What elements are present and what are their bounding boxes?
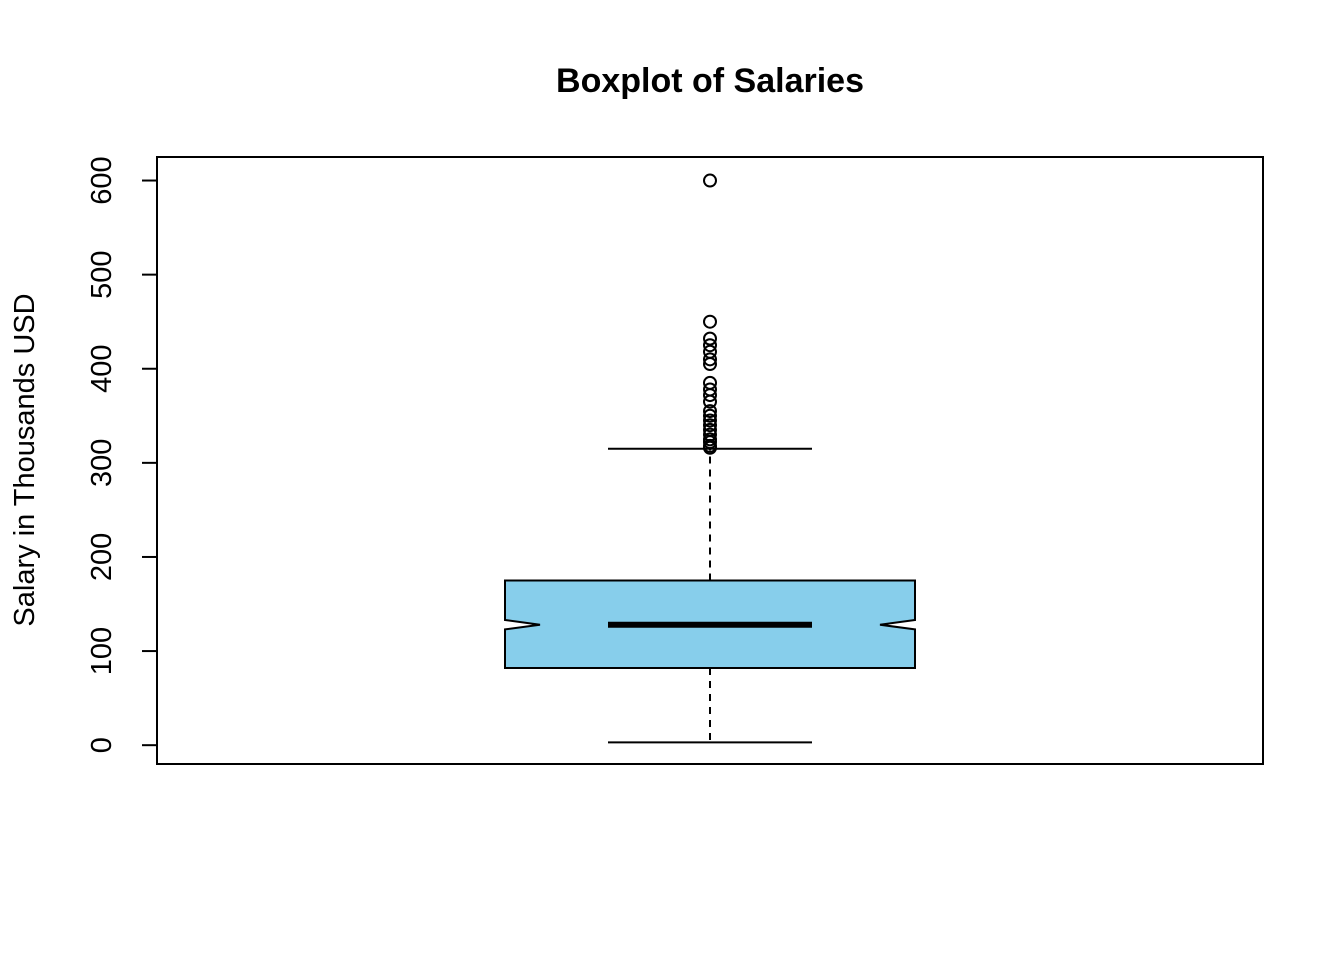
plot-area: 0 100 200 300 400 500 600 <box>86 156 1264 765</box>
outlier-point <box>703 173 717 188</box>
outlier-point <box>703 388 717 403</box>
outlier-point <box>703 413 717 428</box>
outlier-point <box>703 435 717 450</box>
outlier-point <box>703 440 717 455</box>
y-tick-label: 600 <box>86 156 118 204</box>
outlier-point <box>703 314 717 329</box>
y-tick-label: 0 <box>86 737 118 753</box>
y-tick-label: 400 <box>86 345 118 393</box>
y-tick-label: 500 <box>86 250 118 298</box>
y-tick-label: 300 <box>86 439 118 487</box>
outlier-point <box>703 404 717 419</box>
y-tick-label: 100 <box>86 627 118 675</box>
outlier-point <box>703 338 717 353</box>
y-tick-label: 200 <box>86 533 118 581</box>
outlier-point <box>703 352 717 367</box>
outlier-point <box>703 394 717 409</box>
y-axis-label: Salary in Thousands USD <box>9 293 41 626</box>
outlier-point <box>703 418 717 433</box>
outlier-point <box>703 408 717 423</box>
outlier-point <box>703 357 717 372</box>
plot-frame <box>156 156 1264 765</box>
outlier-point <box>703 331 717 346</box>
chart-title: Boxplot of Salaries <box>556 62 864 100</box>
